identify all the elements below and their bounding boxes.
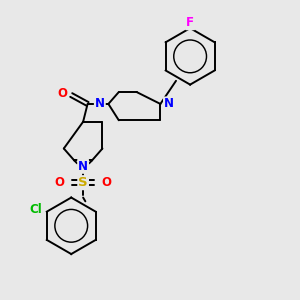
Text: N: N (78, 160, 88, 173)
Text: Cl: Cl (30, 203, 42, 216)
Text: S: S (78, 176, 88, 189)
Text: F: F (186, 16, 194, 29)
Text: N: N (95, 98, 105, 110)
Text: O: O (102, 176, 112, 189)
Text: N: N (164, 98, 174, 110)
Text: O: O (55, 176, 65, 189)
Text: O: O (58, 87, 68, 100)
